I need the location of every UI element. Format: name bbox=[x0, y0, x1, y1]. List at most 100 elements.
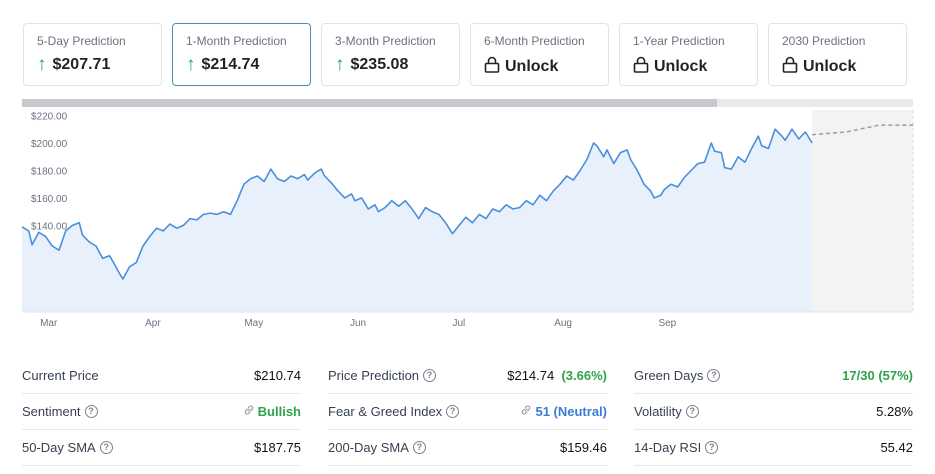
card-title: 1-Year Prediction bbox=[633, 34, 725, 48]
prediction-value: $214.74 bbox=[201, 56, 260, 73]
card-title: 5-Day Prediction bbox=[37, 34, 126, 48]
link-icon bbox=[243, 404, 255, 419]
prediction-line bbox=[812, 124, 913, 136]
x-tick-label: Sep bbox=[658, 318, 676, 329]
price-area bbox=[22, 129, 813, 312]
unlock-label: Unlock bbox=[654, 58, 708, 75]
help-icon[interactable]: ? bbox=[446, 405, 460, 418]
stat-row-sentiment: Sentiment? Bullish bbox=[22, 394, 301, 430]
x-tick-label: Apr bbox=[145, 318, 161, 329]
prediction-cards: 5-Day Prediction ↑ $207.71 1-Month Predi… bbox=[23, 23, 907, 86]
stat-row-price-prediction: Price Prediction? $214.74 (3.66%) bbox=[328, 358, 607, 394]
stat-row-green-days: Green Days? 17/30 (57%) bbox=[634, 358, 913, 394]
arrow-up-icon: ↑ bbox=[186, 54, 196, 75]
x-tick-label: Jul bbox=[452, 318, 465, 329]
stats-column-2: Price Prediction? $214.74 (3.66%) Fear &… bbox=[328, 358, 607, 466]
stat-label: 200-Day SMA? bbox=[328, 440, 426, 455]
lock-icon bbox=[633, 56, 649, 78]
stat-label-text: 200-Day SMA bbox=[328, 440, 409, 455]
stat-row-200-day-sma: 200-Day SMA? $159.46 bbox=[328, 430, 607, 466]
stat-label-text: Fear & Greed Index bbox=[328, 404, 443, 419]
card-title: 3-Month Prediction bbox=[335, 34, 436, 48]
stat-row-current-price: Current Price $210.74 bbox=[22, 358, 301, 394]
card-2030-prediction[interactable]: 2030 Prediction Unlock bbox=[768, 23, 907, 86]
help-icon[interactable]: ? bbox=[423, 369, 437, 382]
prediction-change: (3.66%) bbox=[561, 368, 607, 383]
x-tick-label: Aug bbox=[554, 318, 572, 329]
arrow-up-icon: ↑ bbox=[335, 54, 345, 75]
stat-label: Fear & Greed Index? bbox=[328, 404, 460, 419]
prediction-price: $214.74 bbox=[507, 368, 555, 383]
stat-value: $214.74 (3.66%) bbox=[507, 368, 607, 383]
stats-table: Current Price $210.74 Sentiment? Bullish… bbox=[22, 358, 913, 466]
price-line bbox=[21, 128, 813, 280]
lock-icon bbox=[782, 56, 798, 78]
range-selection[interactable] bbox=[22, 99, 717, 107]
card-1-month-prediction[interactable]: 1-Month Prediction ↑ $214.74 bbox=[172, 23, 311, 86]
stat-value: $159.46 bbox=[560, 440, 607, 455]
stat-row-14-day-rsi: 14-Day RSI? 55.42 bbox=[634, 430, 913, 466]
y-tick-label: $200.00 bbox=[31, 139, 68, 150]
stat-label: Price Prediction? bbox=[328, 368, 437, 383]
stat-label: 14-Day RSI? bbox=[634, 440, 719, 455]
stat-label-text: Current Price bbox=[22, 368, 99, 383]
stat-row-50-day-sma: 50-Day SMA? $187.75 bbox=[22, 430, 301, 466]
x-tick-label: Jun bbox=[350, 318, 366, 329]
card-value: Unlock bbox=[633, 56, 744, 78]
card-value: Unlock bbox=[782, 56, 893, 78]
card-6-month-prediction[interactable]: 6-Month Prediction Unlock bbox=[470, 23, 609, 86]
prediction-value: $235.08 bbox=[350, 56, 409, 73]
price-chart-svg: $220.00$200.00$180.00$160.00$140.00$120.… bbox=[21, 110, 914, 329]
sentiment-value: Bullish bbox=[257, 404, 301, 419]
unlock-label: Unlock bbox=[505, 58, 559, 75]
link-icon bbox=[520, 404, 532, 419]
prediction-value: $207.71 bbox=[52, 56, 111, 73]
card-title: 1-Month Prediction bbox=[186, 34, 287, 48]
x-tick-label: May bbox=[244, 318, 263, 329]
prediction-region bbox=[812, 110, 913, 312]
help-icon[interactable]: ? bbox=[705, 441, 719, 454]
y-tick-label: $220.00 bbox=[31, 111, 68, 122]
help-icon[interactable]: ? bbox=[84, 405, 98, 418]
card-value: ↑ $207.71 bbox=[37, 54, 148, 75]
stat-value: $187.75 bbox=[254, 440, 301, 455]
y-tick-label: $180.00 bbox=[31, 166, 68, 177]
card-5-day-prediction[interactable]: 5-Day Prediction ↑ $207.71 bbox=[23, 23, 162, 86]
stats-column-3: Green Days? 17/30 (57%) Volatility? 5.28… bbox=[634, 358, 913, 466]
stat-label: Green Days? bbox=[634, 368, 721, 383]
stat-value[interactable]: Bullish bbox=[243, 404, 301, 419]
arrow-up-icon: ↑ bbox=[37, 54, 47, 75]
card-value: ↑ $214.74 bbox=[186, 54, 297, 75]
price-chart: $220.00$200.00$180.00$160.00$140.00$120.… bbox=[0, 110, 935, 336]
chart-range-scrollbar[interactable] bbox=[22, 99, 913, 107]
x-tick-label: Mar bbox=[40, 318, 58, 329]
stat-row-fear-greed-index: Fear & Greed Index? 51 (Neutral) bbox=[328, 394, 607, 430]
stat-value[interactable]: 51 (Neutral) bbox=[520, 404, 607, 419]
stat-label: Sentiment? bbox=[22, 404, 98, 419]
y-tick-label: $140.00 bbox=[31, 221, 68, 232]
unlock-label: Unlock bbox=[803, 58, 857, 75]
stat-value: $210.74 bbox=[254, 368, 301, 383]
stat-label-text: 50-Day SMA bbox=[22, 440, 96, 455]
stat-value: 17/30 (57%) bbox=[842, 368, 913, 383]
help-icon[interactable]: ? bbox=[99, 441, 113, 454]
help-icon[interactable]: ? bbox=[685, 405, 699, 418]
stat-label-text: 14-Day RSI bbox=[634, 440, 702, 455]
help-icon[interactable]: ? bbox=[412, 441, 426, 454]
stat-value: 5.28% bbox=[876, 404, 913, 419]
stat-label: 50-Day SMA? bbox=[22, 440, 113, 455]
stat-row-volatility: Volatility? 5.28% bbox=[634, 394, 913, 430]
stat-label-text: Green Days bbox=[634, 368, 704, 383]
stats-column-1: Current Price $210.74 Sentiment? Bullish… bbox=[22, 358, 301, 466]
card-title: 2030 Prediction bbox=[782, 34, 866, 48]
stat-label: Current Price bbox=[22, 368, 99, 383]
stat-value: 55.42 bbox=[880, 440, 913, 455]
card-3-month-prediction[interactable]: 3-Month Prediction ↑ $235.08 bbox=[321, 23, 460, 86]
help-icon[interactable]: ? bbox=[707, 369, 721, 382]
card-1-year-prediction[interactable]: 1-Year Prediction Unlock bbox=[619, 23, 758, 86]
fear-greed-value: 51 (Neutral) bbox=[535, 404, 607, 419]
stat-label-text: Price Prediction bbox=[328, 368, 420, 383]
stat-label-text: Volatility bbox=[634, 404, 682, 419]
lock-icon bbox=[484, 56, 500, 78]
card-value: ↑ $235.08 bbox=[335, 54, 446, 75]
